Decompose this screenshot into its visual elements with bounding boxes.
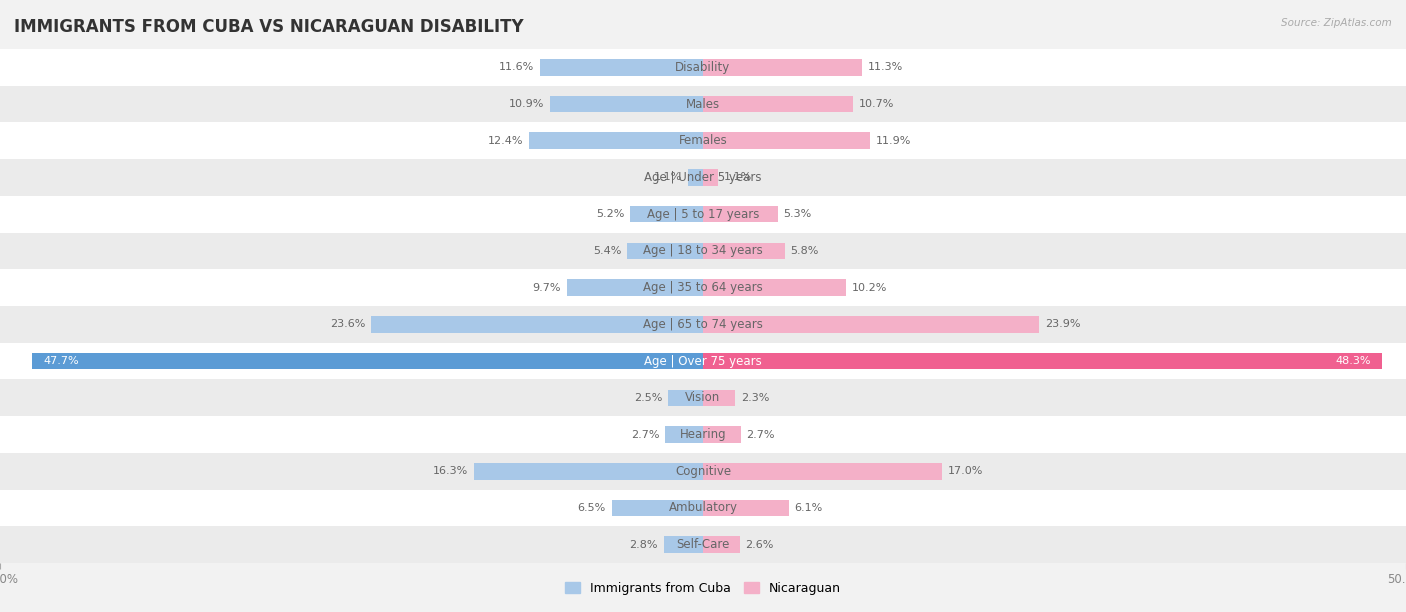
Text: 5.8%: 5.8%	[790, 246, 818, 256]
Bar	[0, 86, 1406, 122]
Text: Age | Over 75 years: Age | Over 75 years	[644, 354, 762, 368]
Bar	[0, 49, 1406, 86]
Text: 12.4%: 12.4%	[488, 136, 523, 146]
Bar	[567, 280, 703, 296]
Text: Source: ZipAtlas.com: Source: ZipAtlas.com	[1281, 18, 1392, 28]
Bar	[703, 133, 870, 149]
Bar	[612, 500, 703, 517]
Bar	[703, 243, 785, 259]
Text: 5.4%: 5.4%	[593, 246, 621, 256]
Bar	[665, 427, 703, 443]
Text: 2.8%: 2.8%	[630, 540, 658, 550]
Bar	[0, 196, 1406, 233]
Bar	[703, 500, 789, 517]
Text: 17.0%: 17.0%	[948, 466, 983, 476]
Text: 1.1%: 1.1%	[724, 173, 752, 182]
Text: Age | 5 to 17 years: Age | 5 to 17 years	[647, 207, 759, 221]
Bar	[703, 536, 740, 553]
Text: Age | 65 to 74 years: Age | 65 to 74 years	[643, 318, 763, 331]
Text: Age | 18 to 34 years: Age | 18 to 34 years	[643, 244, 763, 258]
Bar	[0, 122, 1406, 159]
Bar	[703, 96, 853, 113]
Text: 2.7%: 2.7%	[631, 430, 659, 439]
Text: Hearing: Hearing	[679, 428, 727, 441]
Text: 47.7%: 47.7%	[44, 356, 79, 366]
Bar	[703, 280, 846, 296]
Text: 48.3%: 48.3%	[1336, 356, 1371, 366]
Text: Age | Under 5 years: Age | Under 5 years	[644, 171, 762, 184]
Legend: Immigrants from Cuba, Nicaraguan: Immigrants from Cuba, Nicaraguan	[561, 577, 845, 600]
Bar	[540, 59, 703, 76]
Text: 2.3%: 2.3%	[741, 393, 769, 403]
Text: Ambulatory: Ambulatory	[668, 501, 738, 515]
Text: 9.7%: 9.7%	[533, 283, 561, 293]
Bar	[703, 170, 718, 186]
Bar	[0, 379, 1406, 416]
Text: Males: Males	[686, 97, 720, 111]
Text: 6.5%: 6.5%	[578, 503, 606, 513]
Text: 16.3%: 16.3%	[433, 466, 468, 476]
Text: 11.3%: 11.3%	[868, 62, 903, 72]
Bar	[0, 233, 1406, 269]
Text: 23.6%: 23.6%	[330, 319, 366, 329]
Text: 10.2%: 10.2%	[852, 283, 887, 293]
Bar	[703, 353, 1382, 370]
Bar	[703, 427, 741, 443]
Bar	[627, 243, 703, 259]
Bar	[664, 536, 703, 553]
Bar	[0, 159, 1406, 196]
Text: 2.5%: 2.5%	[634, 393, 662, 403]
Text: 23.9%: 23.9%	[1045, 319, 1080, 329]
Bar	[630, 206, 703, 223]
Text: 5.3%: 5.3%	[783, 209, 811, 219]
Bar	[703, 390, 735, 406]
Bar	[0, 416, 1406, 453]
Text: 1.1%: 1.1%	[654, 173, 682, 182]
Text: 11.6%: 11.6%	[499, 62, 534, 72]
Bar	[703, 463, 942, 480]
Bar	[371, 316, 703, 333]
Bar	[0, 453, 1406, 490]
Text: Self-Care: Self-Care	[676, 538, 730, 551]
Text: Cognitive: Cognitive	[675, 465, 731, 478]
Bar	[550, 96, 703, 113]
Bar	[688, 170, 703, 186]
Bar	[0, 306, 1406, 343]
Text: IMMIGRANTS FROM CUBA VS NICARAGUAN DISABILITY: IMMIGRANTS FROM CUBA VS NICARAGUAN DISAB…	[14, 18, 523, 36]
Bar	[529, 133, 703, 149]
Text: Vision: Vision	[685, 391, 721, 405]
Bar	[32, 353, 703, 370]
Bar	[703, 206, 778, 223]
Text: 2.6%: 2.6%	[745, 540, 773, 550]
Bar	[0, 490, 1406, 526]
Bar	[703, 316, 1039, 333]
Text: Disability: Disability	[675, 61, 731, 74]
Text: Females: Females	[679, 134, 727, 147]
Text: 10.9%: 10.9%	[509, 99, 544, 109]
Text: 11.9%: 11.9%	[876, 136, 911, 146]
Bar	[668, 390, 703, 406]
Bar	[474, 463, 703, 480]
Text: 5.2%: 5.2%	[596, 209, 624, 219]
Text: 10.7%: 10.7%	[859, 99, 894, 109]
Bar	[0, 269, 1406, 306]
Text: 6.1%: 6.1%	[794, 503, 823, 513]
Text: Age | 35 to 64 years: Age | 35 to 64 years	[643, 281, 763, 294]
Text: 2.7%: 2.7%	[747, 430, 775, 439]
Bar	[0, 526, 1406, 563]
Bar	[0, 343, 1406, 379]
Bar	[703, 59, 862, 76]
